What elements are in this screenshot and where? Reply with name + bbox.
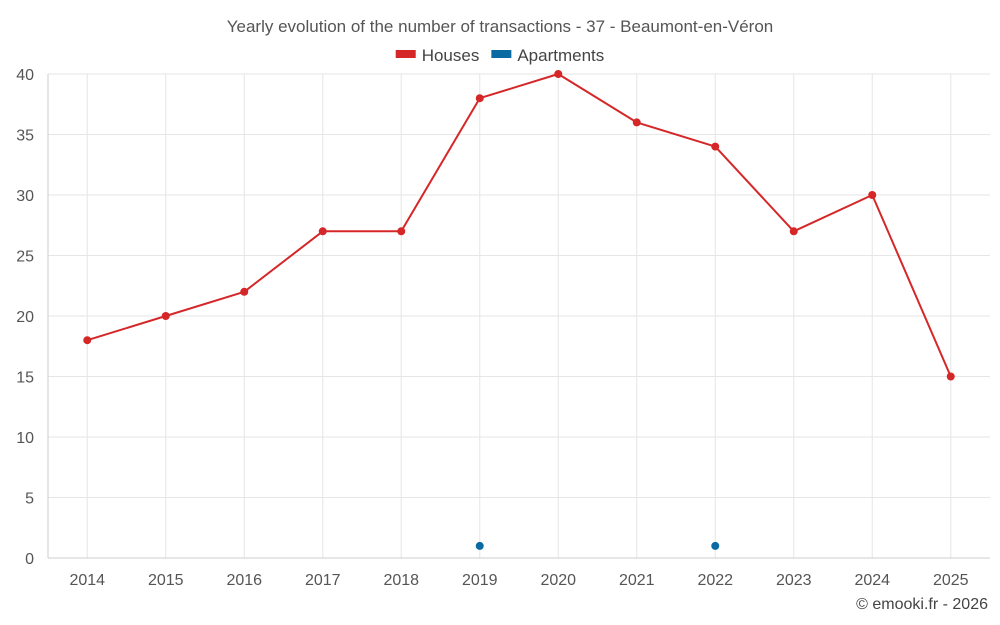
x-tick-label: 2019 [462, 572, 498, 589]
y-tick-label: 35 [16, 128, 34, 145]
houses-point [711, 142, 720, 151]
y-tick-label: 30 [16, 188, 34, 205]
credit-text: © emooki.fr - 2026 [856, 596, 988, 613]
y-tick-label: 5 [25, 491, 34, 508]
x-tick-label: 2022 [697, 572, 733, 589]
houses-point [318, 227, 327, 236]
chart-title: Yearly evolution of the number of transa… [227, 17, 774, 36]
x-tick-label: 2025 [933, 572, 969, 589]
houses-point [83, 336, 92, 345]
legend-label: Houses [422, 46, 480, 65]
x-tick-label: 2015 [148, 572, 184, 589]
houses-point [475, 94, 484, 103]
houses-point [554, 70, 563, 78]
houses-point [789, 227, 798, 236]
apartments-point [711, 541, 720, 550]
plot-area [83, 70, 955, 550]
houses-line [86, 73, 952, 377]
x-axis: 2014 2015 2016 2017 2018 2019 2020 2021 2022 2023… [69, 572, 968, 589]
legend: Houses Apartments [395, 46, 604, 65]
y-tick-label: 15 [16, 370, 34, 387]
x-tick-label: 2023 [776, 572, 812, 589]
x-tick-label: 2018 [383, 572, 419, 589]
y-tick-label: 10 [16, 430, 34, 447]
grid [47, 73, 990, 559]
x-tick-label: 2024 [854, 572, 890, 589]
x-tick-label: 2016 [226, 572, 262, 589]
houses-point [946, 372, 955, 381]
x-tick-label: 2021 [619, 572, 655, 589]
apartments-point [475, 541, 484, 550]
legend-swatch [395, 50, 416, 58]
x-tick-label: 2020 [540, 572, 576, 589]
y-tick-label: 20 [16, 309, 34, 326]
x-tick-label: 2017 [305, 572, 341, 589]
y-tick-label: 25 [16, 249, 34, 266]
y-tick-label: 0 [25, 551, 34, 568]
houses-point [161, 312, 170, 320]
y-tick-label: 40 [16, 67, 34, 84]
houses-point [397, 227, 406, 236]
legend-swatch [491, 50, 512, 58]
x-tick-label: 2014 [69, 572, 105, 589]
y-axis: 0 5 10 15 20 25 30 35 40 [16, 67, 34, 568]
houses-point [632, 118, 641, 127]
houses-point [868, 191, 877, 199]
legend-label: Apartments [517, 46, 604, 65]
houses-point [240, 287, 249, 296]
